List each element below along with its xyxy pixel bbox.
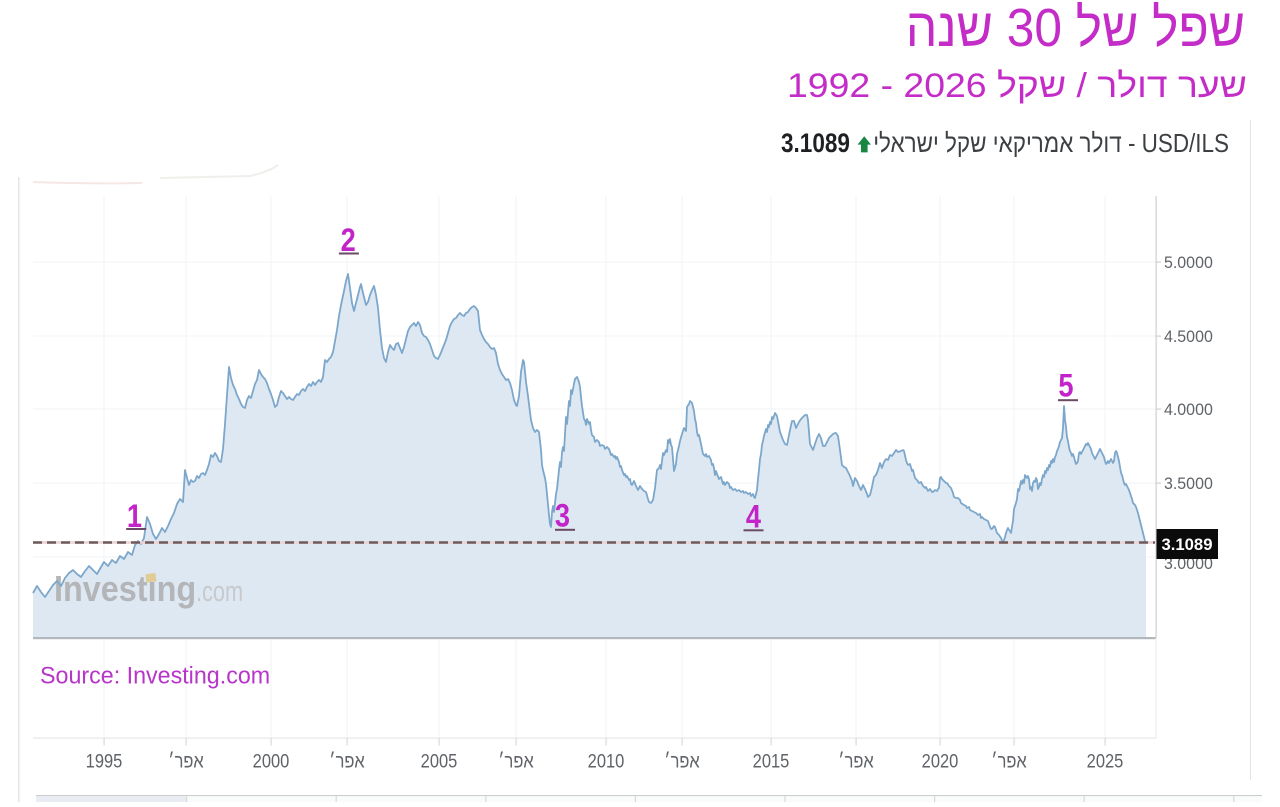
svg-text:אפר׳: אפר׳ xyxy=(168,750,204,772)
svg-text:5.0000: 5.0000 xyxy=(1164,254,1213,273)
svg-text:2000: 2000 xyxy=(253,750,290,772)
svg-text:2020: 2020 xyxy=(922,750,959,772)
svg-text:2025: 2025 xyxy=(1087,750,1124,772)
svg-text:אפר׳: אפר׳ xyxy=(498,750,534,772)
svg-text:אפר׳: אפר׳ xyxy=(329,750,365,772)
svg-text:3.1089: 3.1089 xyxy=(1162,535,1213,554)
svg-text:3.1089: 3.1089 xyxy=(781,128,850,158)
svg-text:4.0000: 4.0000 xyxy=(1164,401,1213,420)
svg-text:שער דולר / שקל 2026 - 1992: שער דולר / שקל 2026 - 1992 xyxy=(787,67,1247,105)
svg-text:2005: 2005 xyxy=(421,750,458,772)
svg-text:אפר׳: אפר׳ xyxy=(664,750,700,772)
svg-text:4.5000: 4.5000 xyxy=(1164,328,1213,347)
svg-text:2010: 2010 xyxy=(588,750,625,772)
svg-text:2: 2 xyxy=(341,223,356,259)
svg-text:3: 3 xyxy=(555,498,570,534)
svg-text:5: 5 xyxy=(1058,369,1073,405)
svg-text:דולר אמריקאי שקל ישראלי - USD/: דולר אמריקאי שקל ישראלי - USD/ILS xyxy=(873,130,1229,159)
svg-text:1: 1 xyxy=(127,499,142,535)
svg-text:3.0000: 3.0000 xyxy=(1164,555,1213,574)
svg-text:אפר׳: אפר׳ xyxy=(838,750,874,772)
svg-text:.com: .com xyxy=(196,576,243,608)
svg-text:3.5000: 3.5000 xyxy=(1164,475,1213,494)
svg-text:Investing: Investing xyxy=(54,569,196,609)
svg-text:Source: Investing.com: Source: Investing.com xyxy=(40,663,270,689)
svg-text:אפר׳: אפר׳ xyxy=(991,750,1027,772)
svg-text:4: 4 xyxy=(746,499,762,535)
svg-text:1995: 1995 xyxy=(86,750,123,772)
svg-text:שפל של 30 שנה: שפל של 30 שנה xyxy=(906,0,1245,57)
svg-text:2015: 2015 xyxy=(753,750,790,772)
